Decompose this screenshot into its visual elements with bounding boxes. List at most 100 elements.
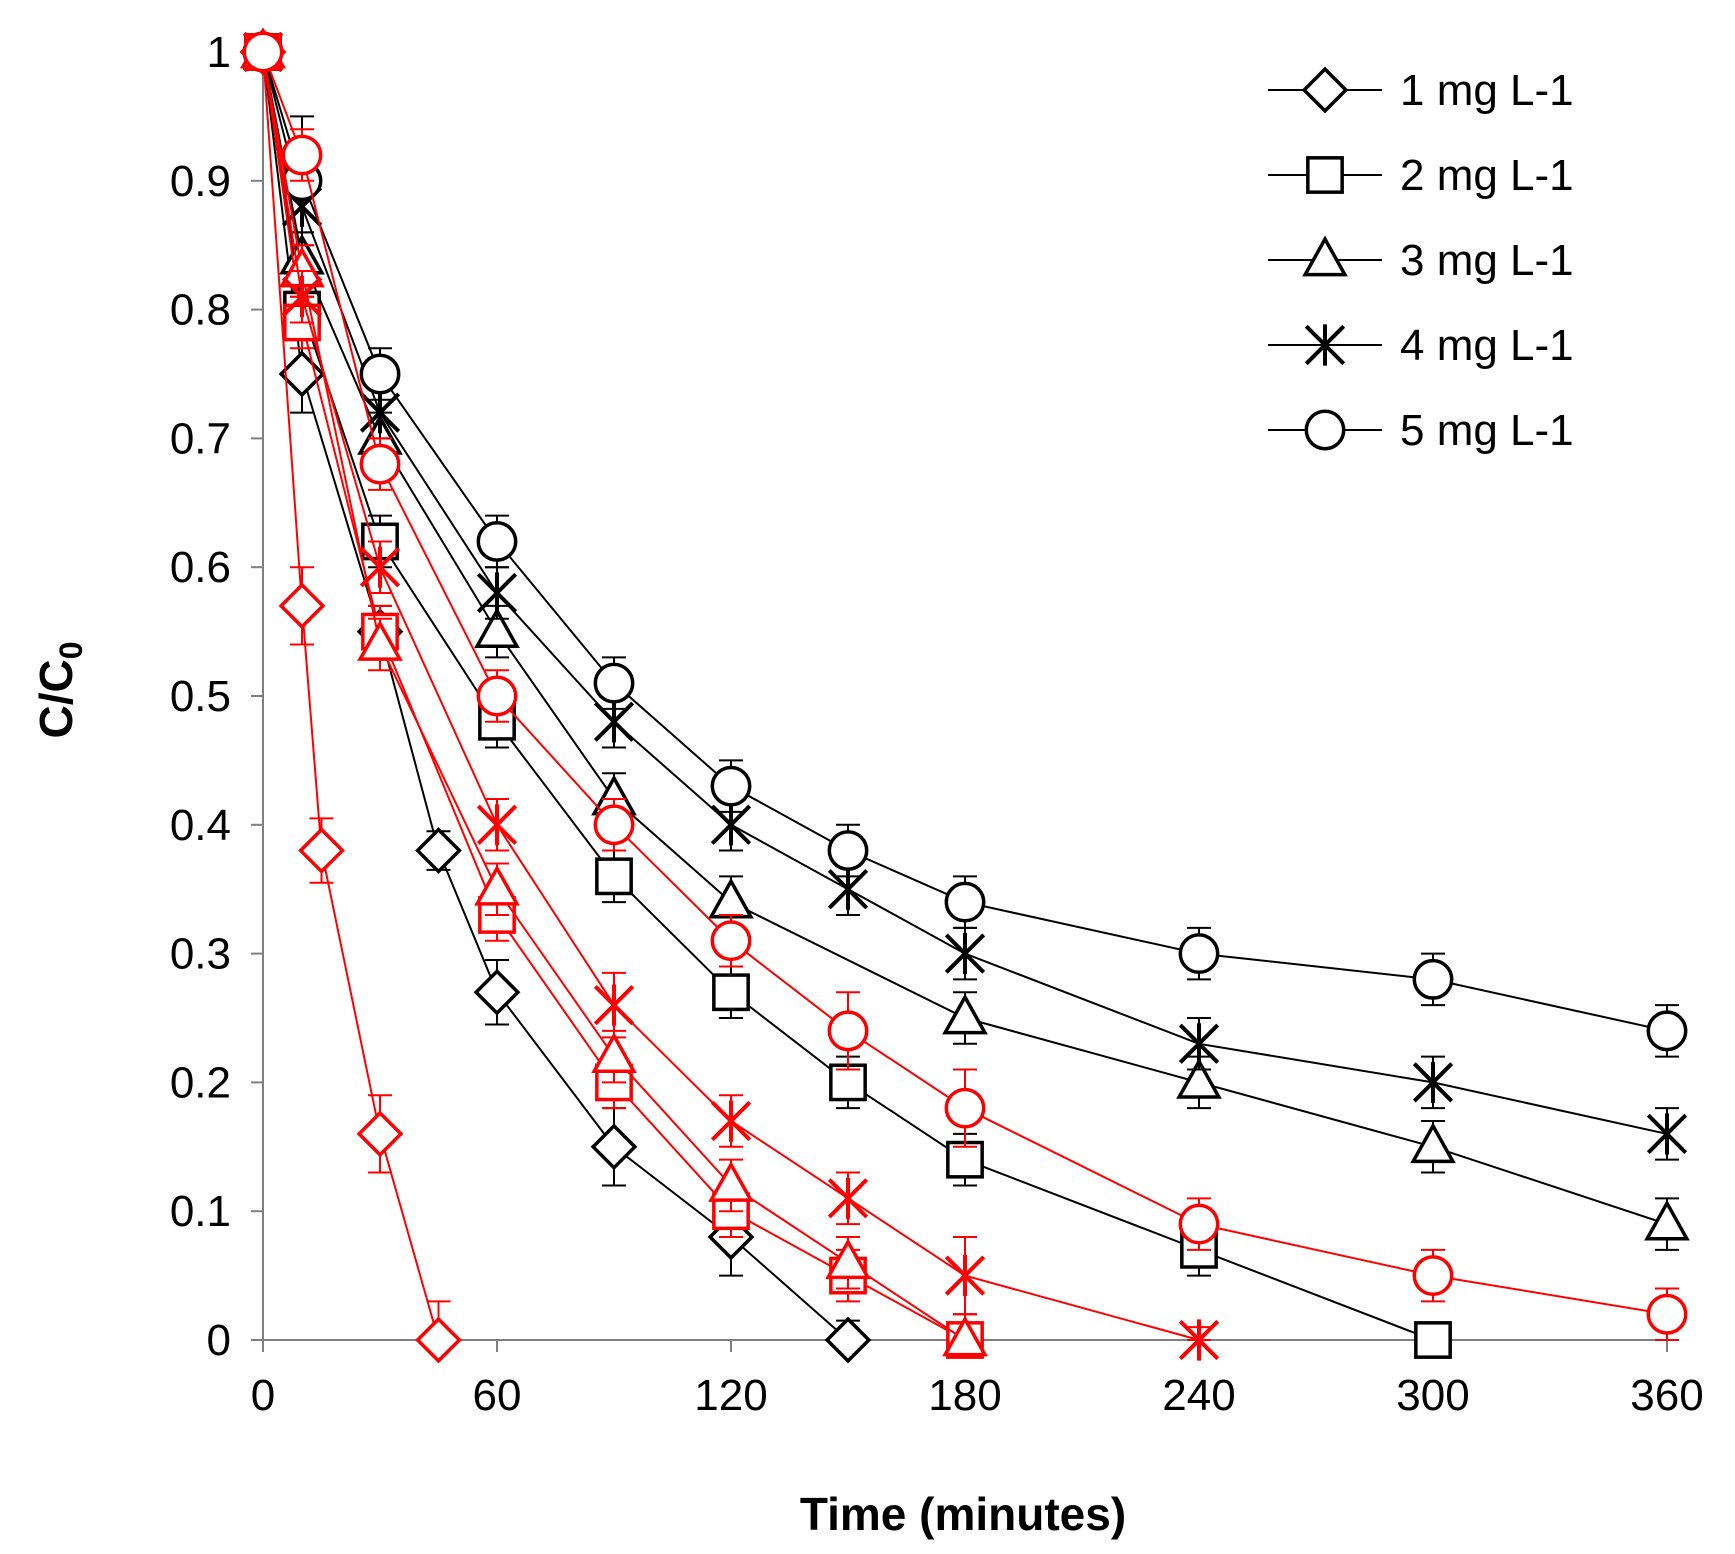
data-point [1412,1255,1454,1297]
series-circle-red [242,31,1688,1341]
legend: 1 mg L-1 2 mg L-1 3 mg L-1 4 mg L-1 5 mg L-1 [1268,66,1574,455]
y-tick-label: 0 [207,1316,231,1365]
data-point [415,1316,462,1364]
data-point [476,520,518,562]
data-point [1412,1061,1454,1103]
x-tick-label: 60 [473,1371,522,1420]
data-point [278,582,326,630]
x-axis-title: Time (minutes) [800,1488,1126,1540]
data-point [824,1316,872,1364]
data-point [476,804,518,846]
legend-item: 1 mg L-1 [1268,66,1574,115]
data-point [278,350,326,398]
series-line [262,51,966,1341]
data-point [1178,933,1220,975]
svg-text:C/C0: C/C0 [30,641,89,738]
y-axis-title-main: C/C [30,659,82,738]
data-point [474,864,520,906]
legend-label: 4 mg L-1 [1400,321,1574,370]
data-point [825,1238,871,1280]
legend-marker-square [1306,156,1344,194]
y-tick-label: 0.3 [170,930,231,979]
data-point [357,619,403,661]
data-point [474,607,520,648]
legend-item: 4 mg L-1 [1268,321,1574,370]
legend-item: 5 mg L-1 [1268,406,1574,455]
legend-marker-triangle [1302,235,1348,277]
x-tick-label: 240 [1162,1371,1235,1420]
legend-label: 3 mg L-1 [1400,236,1574,285]
x-tick-label: 120 [694,1371,767,1420]
series-line [262,51,966,1341]
legend-label: 1 mg L-1 [1400,66,1574,115]
data-point [942,1315,988,1357]
legend-item: 3 mg L-1 [1268,235,1574,285]
data-point [473,968,521,1016]
data-point [1410,1122,1456,1164]
legend-marker-circle [1304,409,1346,451]
legend-marker-star [1304,324,1346,366]
y-tick-label: 0.7 [170,414,231,463]
data-point [1646,1113,1688,1155]
data-point [827,830,869,872]
series-diamond-red [239,28,462,1364]
data-point [1414,1321,1452,1359]
data-point [298,827,345,874]
data-point [356,1110,404,1158]
data-point [359,353,401,395]
data-point [593,984,635,1026]
data-point [944,1087,986,1129]
legend-marker-diamond [1301,66,1349,114]
y-axis-title: C/C0 [30,641,89,738]
data-point [944,881,986,923]
data-point [710,920,752,962]
series-line [262,51,849,1341]
data-point [591,1032,637,1074]
data-point [944,933,986,975]
data-point [359,443,401,485]
legend-item: 2 mg L-1 [1268,151,1574,200]
data-point [710,1100,752,1142]
tick-labels: 0 0.1 0.2 0.3 0.4 0.5 0.6 0.7 0.8 0.9 1 0 60 120 180 24… [170,28,1704,1420]
data-point [415,827,462,874]
data-point [595,857,633,896]
data-point [281,276,323,318]
data-point [944,1255,986,1297]
data-point [1646,1010,1688,1052]
data-point [827,1010,869,1052]
data-point [1178,1023,1220,1065]
x-tick-label: 300 [1396,1371,1469,1420]
data-point [1644,1199,1690,1241]
legend-label: 5 mg L-1 [1400,406,1574,455]
data-point [829,1063,867,1102]
data-point [242,31,284,73]
data-point [708,1160,754,1202]
y-tick-label: 0.9 [170,157,231,206]
data-point [827,1177,869,1219]
data-point [712,973,750,1012]
y-tick-label: 1 [207,28,231,77]
series-line [262,51,1434,1341]
plot-area [239,27,1690,1364]
data-point [1178,1203,1220,1245]
y-tick-label: 0.6 [170,543,231,592]
y-tick-label: 0.1 [170,1187,231,1236]
data-point [281,134,323,176]
data-point [593,804,635,846]
x-tick-label: 180 [928,1371,1001,1420]
data-point [476,572,518,614]
data-point [359,546,401,588]
x-tick-label: 360 [1630,1371,1703,1420]
y-tick-label: 0.5 [170,672,231,721]
series-line [262,51,1668,1226]
legend-label: 2 mg L-1 [1400,151,1574,200]
y-axis-title-sub: 0 [53,641,89,659]
y-tick-label: 0.2 [170,1058,231,1107]
x-tick-label: 0 [251,1371,275,1420]
y-tick-label: 0.8 [170,286,231,335]
data-point [590,1123,638,1171]
data-point [1646,1293,1688,1335]
data-point [593,662,635,704]
